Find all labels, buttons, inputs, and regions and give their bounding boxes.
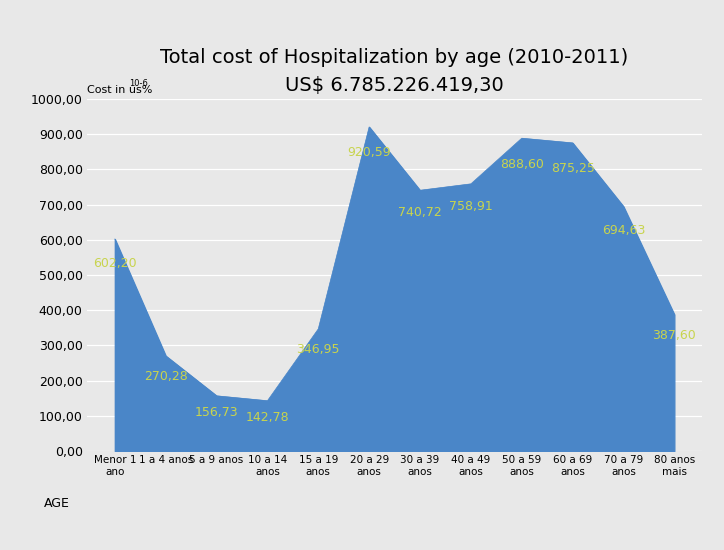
Text: 602,20: 602,20 [93,257,137,270]
Text: 346,95: 346,95 [297,343,340,356]
Text: 270,28: 270,28 [144,370,188,383]
Text: 142,78: 142,78 [245,411,290,424]
Text: 10-6: 10-6 [129,79,148,88]
Text: 156,73: 156,73 [195,406,238,420]
Text: 387,60: 387,60 [652,329,696,342]
Text: 888,60: 888,60 [500,157,544,170]
Text: 920,59: 920,59 [348,146,391,160]
Text: 694,63: 694,63 [602,224,645,237]
Text: 758,91: 758,91 [449,200,493,213]
Text: 740,72: 740,72 [398,206,442,219]
Text: Cost in us%: Cost in us% [87,85,152,96]
Text: AGE: AGE [43,497,70,510]
Title: Total cost of Hospitalization by age (2010-2011)
US$ 6.785.226.419,30: Total cost of Hospitalization by age (20… [161,48,628,95]
Text: 875,25: 875,25 [551,162,594,175]
